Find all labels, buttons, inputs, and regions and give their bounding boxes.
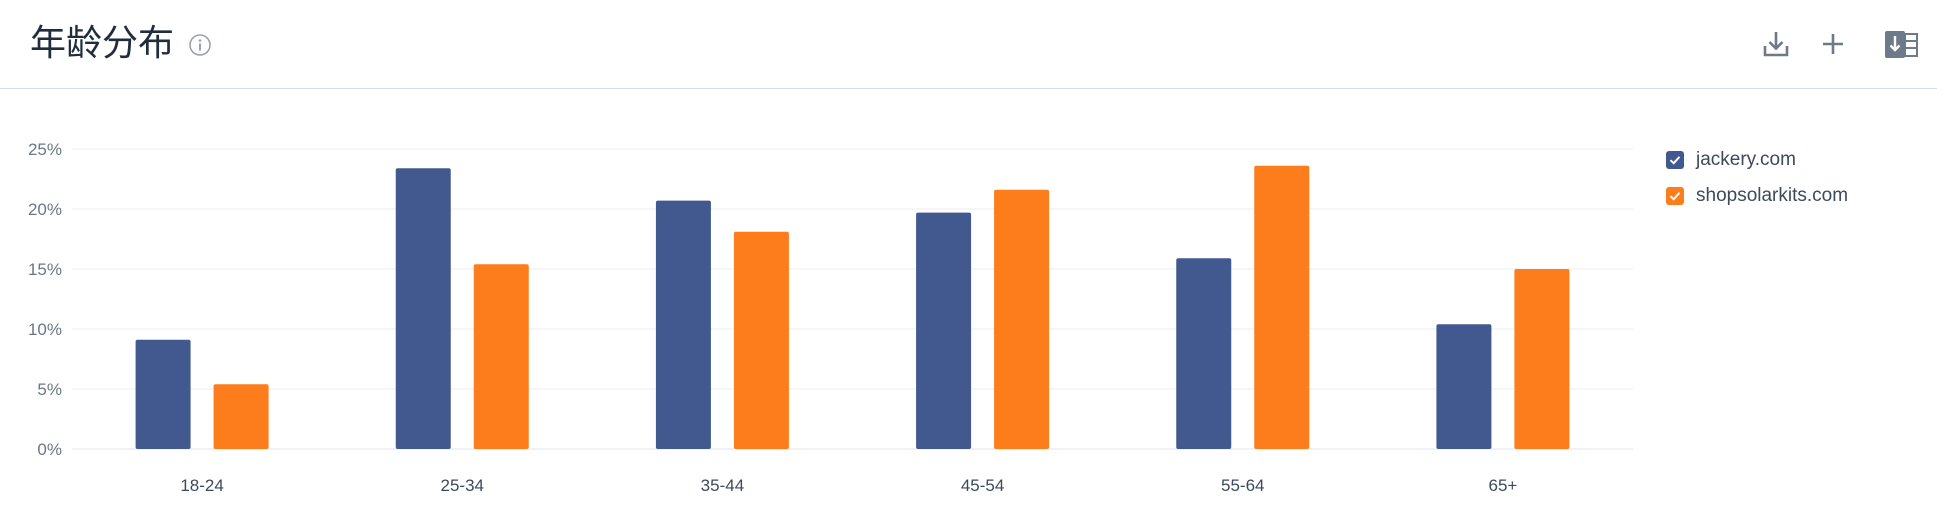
excel-export-icon <box>1885 31 1918 58</box>
bar-jackery[interactable] <box>655 200 711 449</box>
bar-shopsolarkits[interactable] <box>733 231 789 449</box>
add-button[interactable] <box>1815 26 1851 62</box>
bar-shopsolarkits[interactable] <box>994 189 1050 450</box>
info-icon[interactable] <box>188 33 212 57</box>
page-title: 年龄分布 <box>30 23 175 64</box>
y-tick-label: 0% <box>37 440 62 459</box>
legend-item-shopsolarkits[interactable]: shopsolarkits.com <box>1666 178 1848 214</box>
legend: jackery.com shopsolarkits.com <box>1666 142 1848 214</box>
y-tick-label: 10% <box>28 320 62 339</box>
legend-label: shopsolarkits.com <box>1696 185 1849 206</box>
x-tick-label: 25-34 <box>441 476 484 495</box>
y-tick-label: 15% <box>28 260 62 279</box>
y-tick-label: 5% <box>37 380 62 399</box>
bar-jackery[interactable] <box>1176 258 1232 449</box>
download-button[interactable] <box>1758 26 1794 62</box>
excel-export-button[interactable] <box>1883 26 1919 62</box>
bar-jackery[interactable] <box>395 168 451 449</box>
bar-jackery[interactable] <box>916 212 972 449</box>
bar-shopsolarkits[interactable] <box>473 264 529 449</box>
x-tick-label: 45-54 <box>961 476 1004 495</box>
download-icon <box>1763 32 1789 57</box>
bar-jackery[interactable] <box>135 339 191 449</box>
y-tick-label: 20% <box>28 200 62 219</box>
y-tick-label: 25% <box>28 140 62 159</box>
x-tick-label: 65+ <box>1488 476 1517 495</box>
chart-header: 年龄分布 <box>0 0 1937 89</box>
legend-item-jackery[interactable]: jackery.com <box>1666 142 1848 178</box>
age-distribution-chart: 0% 5% 10% 15% 20% 25% 18-24 25-34 35-44 45-54 55-6… <box>28 140 1633 495</box>
legend-label: jackery.com <box>1696 149 1796 170</box>
bar-shopsolarkits[interactable] <box>213 384 269 449</box>
bar-jackery[interactable] <box>1436 324 1492 449</box>
x-tick-label: 35-44 <box>701 476 744 495</box>
bar-shopsolarkits[interactable] <box>1254 165 1310 450</box>
checkbox-checked-icon[interactable] <box>1666 151 1684 169</box>
bar-shopsolarkits[interactable] <box>1514 269 1570 449</box>
x-tick-label: 18-24 <box>180 476 223 495</box>
checkbox-checked-icon[interactable] <box>1666 187 1684 205</box>
x-tick-label: 55-64 <box>1221 476 1264 495</box>
plus-icon <box>1823 34 1843 54</box>
